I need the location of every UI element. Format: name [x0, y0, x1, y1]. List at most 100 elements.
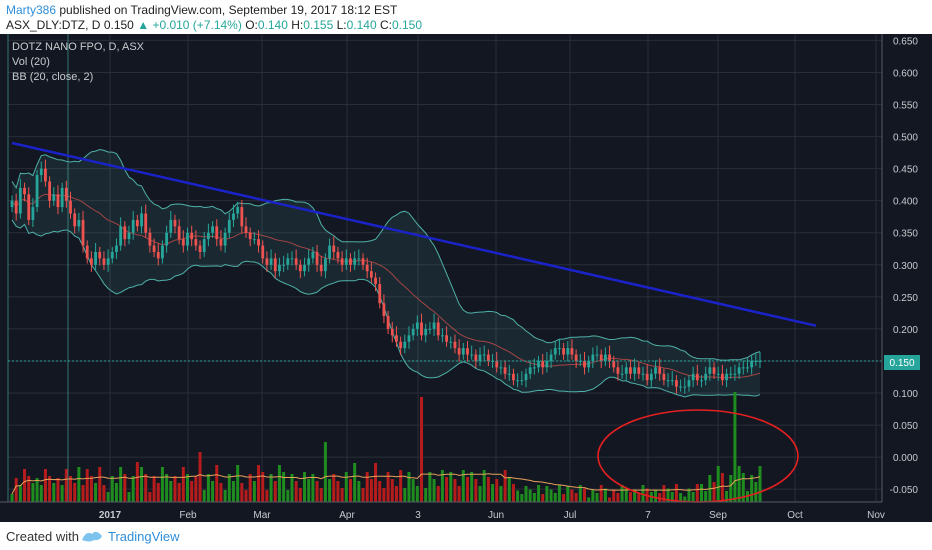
candle-body: [223, 232, 227, 246]
x-tick-label: 7: [645, 510, 651, 521]
volume-bar: [612, 489, 616, 502]
candle-body: [110, 251, 114, 259]
candle-body: [608, 354, 611, 361]
candle-body: [507, 373, 511, 375]
candle-body: [307, 258, 311, 265]
publish-info: published on TradingView.com, September …: [59, 3, 398, 17]
candle-body: [712, 367, 716, 374]
bb-basis: [11, 193, 761, 379]
volume-bar: [683, 496, 687, 502]
volume-bar: [81, 485, 85, 502]
candle-body: [532, 367, 536, 369]
candle-body: [662, 373, 666, 381]
volume-bar: [436, 486, 440, 502]
volume-bar: [77, 467, 81, 502]
candle-body: [77, 219, 81, 227]
volume-bar: [641, 485, 645, 502]
volume-bar: [14, 478, 18, 502]
volume-bar: [733, 392, 737, 502]
candle-body: [386, 316, 390, 329]
volume-bar: [231, 481, 235, 502]
tradingview-brand[interactable]: TradingView: [108, 529, 180, 544]
up-arrow-icon: ▲: [137, 18, 150, 32]
legend-volume: Vol (20): [12, 56, 50, 68]
footer-bar: Created with TradingView: [0, 522, 932, 550]
volume-bar: [48, 476, 52, 502]
price-chart[interactable]: 0.650 0.600 0.550 0.500 0.450 0.400 0.350 0.300…: [0, 34, 932, 522]
volume-bar: [478, 486, 482, 502]
tradingview-logo-icon[interactable]: [80, 528, 104, 547]
candle-body: [474, 354, 478, 361]
volume-bar: [311, 474, 315, 502]
volume-bar: [449, 472, 453, 502]
volume-bar: [227, 474, 231, 502]
volume-bar: [382, 488, 386, 502]
candle-body: [344, 258, 348, 265]
chart-area[interactable]: 0.650 0.600 0.550 0.500 0.450 0.400 0.350 0.300…: [0, 34, 932, 522]
volume-bar: [591, 489, 595, 502]
candle-body: [85, 245, 89, 259]
volume-bar: [265, 490, 269, 502]
candle-body: [624, 367, 628, 374]
candle-body: [716, 373, 720, 375]
volume-bar: [687, 488, 691, 502]
candle-body: [202, 239, 206, 252]
candle-body: [486, 354, 490, 361]
candle-body: [324, 258, 327, 272]
open-value: 0.140: [257, 18, 288, 32]
candle-body: [679, 386, 683, 388]
volume-bar: [198, 452, 202, 502]
volume-bar: [516, 490, 520, 502]
volume-bar: [587, 497, 591, 502]
volume-bar: [169, 481, 173, 502]
y-tick-label: 0.550: [893, 101, 918, 112]
volume-bar: [156, 483, 160, 502]
y-tick-label: 0.600: [893, 68, 918, 79]
y-tick-label: 0.350: [893, 229, 918, 240]
candle-body: [420, 322, 423, 336]
candle-body: [89, 258, 93, 265]
volume-bar: [35, 478, 39, 502]
author-link[interactable]: Marty386: [6, 3, 57, 17]
candle-body: [436, 322, 440, 336]
candle-body: [207, 232, 210, 240]
candle-body: [273, 258, 277, 272]
candle-body: [649, 373, 653, 381]
candle-body: [675, 380, 678, 387]
candle-body: [127, 232, 131, 240]
volume-bar: [440, 470, 444, 502]
time-axis[interactable]: 2017 Feb Mar Apr 3 Jun Jul 7 Sep Oct Nov: [0, 501, 885, 521]
candle-body: [169, 219, 173, 233]
volume-bar: [666, 488, 670, 502]
candle-body: [670, 380, 674, 382]
candle-body: [135, 219, 139, 227]
candle-body: [332, 245, 336, 252]
volume-bar: [348, 479, 352, 502]
volume-bar: [27, 476, 31, 502]
candle-body: [620, 373, 624, 375]
x-tick-label: Oct: [787, 510, 803, 521]
volume-bar: [758, 466, 762, 502]
volume-bar: [152, 476, 156, 502]
volume-bar: [181, 467, 185, 502]
volume-bar: [144, 474, 148, 502]
candle-body: [177, 226, 181, 240]
price-axis[interactable]: 0.650 0.600 0.550 0.500 0.450 0.400 0.350 0.300…: [881, 34, 932, 522]
candle-body: [382, 303, 386, 317]
candle-body: [173, 219, 177, 227]
price-tag-label: 0.150: [889, 358, 914, 369]
candle-body: [612, 360, 616, 368]
y-tick-label: 0.050: [893, 421, 918, 432]
volume-bar: [282, 472, 286, 502]
y-tick-label: 0.300: [893, 261, 918, 272]
candle-body: [353, 258, 357, 265]
candle-body: [466, 348, 469, 355]
candle-body: [687, 380, 691, 387]
price-tag-box: [884, 355, 920, 370]
volume-bar: [344, 472, 348, 502]
candle-body: [441, 335, 444, 337]
candle-body: [424, 328, 428, 336]
candle-body: [457, 348, 461, 355]
volume-bar: [257, 465, 261, 502]
volume-bar: [353, 463, 357, 502]
